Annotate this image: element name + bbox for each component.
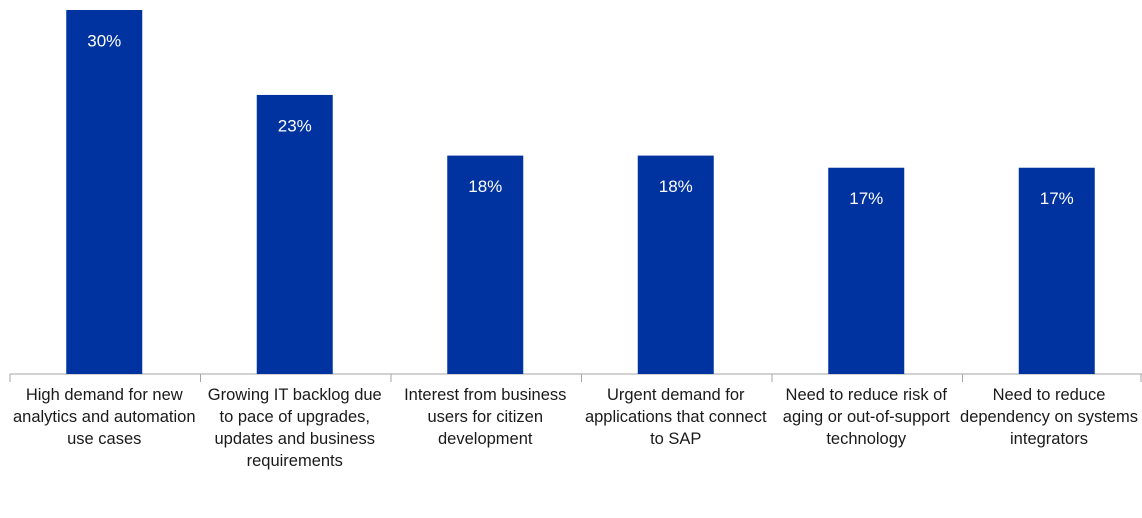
value-label: 17% <box>1040 189 1074 208</box>
x-tick-label: Need to reduce risk of aging or out-of-s… <box>782 386 950 448</box>
value-label: 18% <box>659 177 693 196</box>
bar <box>637 155 714 374</box>
bar <box>447 155 524 374</box>
value-label: 18% <box>468 177 502 196</box>
value-label: 30% <box>87 31 121 50</box>
bar <box>256 94 333 374</box>
value-label: 17% <box>849 189 883 208</box>
x-tick-label: Interest from business users for citizen… <box>404 386 567 448</box>
x-tick-label: Need to reduce dependency on systems int… <box>960 386 1138 448</box>
x-tick-label: High demand for new analytics and automa… <box>12 386 196 448</box>
x-tick-label: Growing IT backlog due to pace of upgrad… <box>207 386 382 470</box>
bar <box>1018 167 1095 374</box>
bar <box>66 10 143 374</box>
x-tick-label: Urgent demand for applications that conn… <box>584 386 767 448</box>
value-label: 23% <box>278 116 312 135</box>
bar <box>828 167 905 374</box>
